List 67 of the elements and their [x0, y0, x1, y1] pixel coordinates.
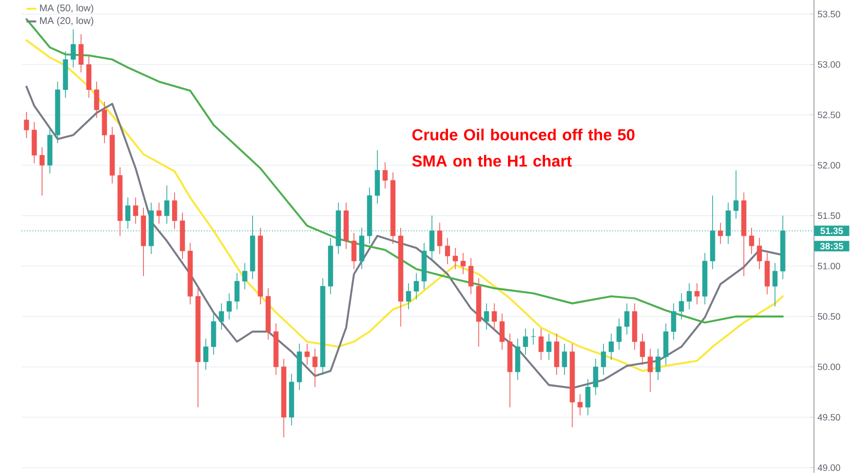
candlestick — [468, 258, 474, 295]
y-tick-label: 50.50 — [818, 313, 840, 320]
candlestick — [585, 378, 590, 416]
candlestick — [640, 333, 645, 366]
candlestick — [600, 343, 606, 376]
text: 38:35 — [820, 243, 844, 250]
candlestick — [164, 185, 170, 224]
candlestick — [624, 303, 630, 336]
candlestick — [78, 34, 84, 74]
candlestick — [226, 293, 232, 320]
candlestick — [718, 222, 723, 244]
candlestick — [414, 272, 419, 300]
y-tick-label: 51.00 — [818, 262, 840, 270]
candlestick — [133, 197, 138, 224]
candlestick — [437, 222, 442, 255]
y-tick-label: 53.00 — [818, 61, 840, 68]
candlestick — [749, 228, 754, 255]
legend-label: MA (20, low) — [40, 17, 94, 26]
candlestick — [522, 328, 528, 356]
candlestick — [172, 192, 178, 230]
legend-label: MA (50, low) — [40, 4, 94, 14]
candlestick — [772, 262, 778, 307]
candlestick — [546, 333, 552, 360]
candlestick — [562, 343, 568, 376]
y-tick-label: 52.50 — [818, 112, 840, 118]
candlestick — [608, 333, 614, 360]
y-tick-label: 49.50 — [818, 414, 840, 421]
candlestick — [444, 238, 450, 265]
y-tick-label: 53.50 — [818, 10, 840, 18]
candlestick — [40, 146, 45, 196]
candlestick — [94, 81, 100, 118]
candlestick — [733, 170, 739, 220]
candlestick — [671, 303, 676, 340]
candlestick — [492, 303, 497, 330]
candlestick — [460, 252, 466, 275]
candlestick — [156, 202, 162, 224]
annotation: Crude Oil bounced off the 50 SMA on the H1 chart — [412, 128, 634, 167]
candlestick — [530, 328, 536, 346]
candlestick — [24, 112, 29, 139]
candlestick — [593, 358, 598, 396]
candlestick — [312, 348, 318, 388]
candlestick — [616, 318, 622, 350]
candlestick — [656, 348, 661, 381]
candlestick — [218, 303, 224, 330]
candlestick — [756, 238, 762, 270]
candlestick — [242, 262, 248, 290]
candlestick — [203, 338, 208, 370]
candlestick — [351, 232, 356, 270]
candlestick — [678, 293, 684, 320]
candlestick — [686, 282, 692, 310]
candlestick — [406, 282, 412, 310]
candlestick — [694, 282, 700, 305]
candlestick — [382, 162, 388, 190]
ref-line-label: 51.35 — [820, 228, 844, 234]
candlestick — [234, 272, 240, 310]
candlestick — [648, 348, 653, 393]
y-tick-label: 51.50 — [818, 212, 840, 220]
candlestick — [70, 28, 76, 68]
candlestick — [484, 303, 490, 330]
candlestick — [500, 313, 505, 350]
candlestick — [578, 394, 583, 416]
candlestick — [304, 343, 310, 366]
candlestick — [452, 248, 458, 270]
y-tick-label: 50.00 — [818, 364, 840, 370]
y-tick-label: 52.00 — [818, 162, 840, 169]
y-tick-label: 49.00 — [818, 464, 840, 472]
candlestick — [538, 328, 544, 360]
